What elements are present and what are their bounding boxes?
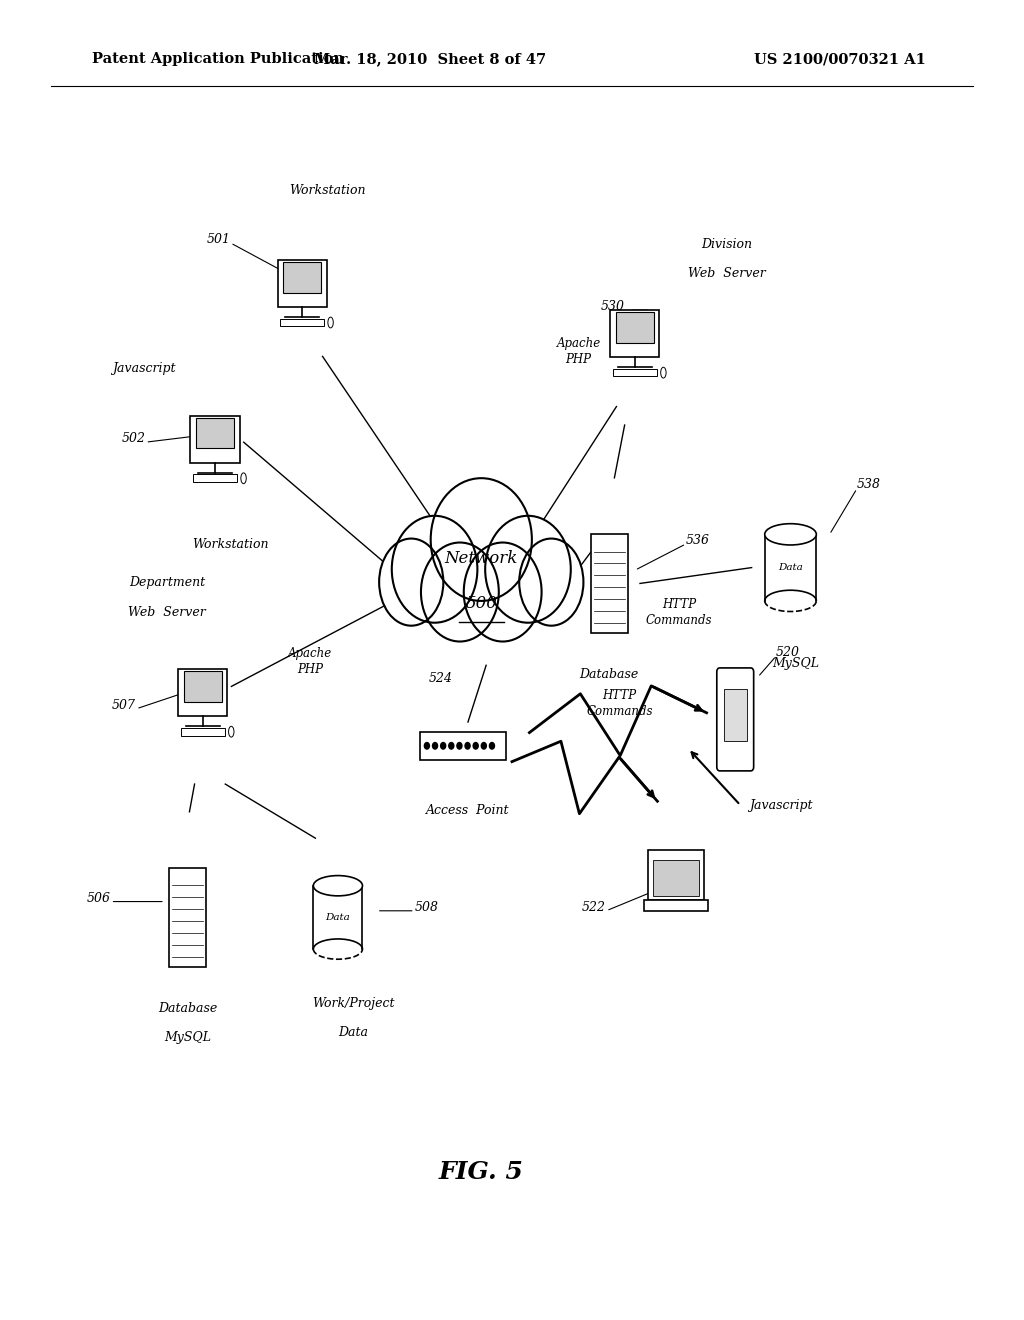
FancyBboxPatch shape (178, 669, 227, 717)
Circle shape (465, 743, 470, 748)
Text: Work/Project: Work/Project (312, 997, 394, 1010)
Circle shape (457, 743, 462, 748)
FancyBboxPatch shape (591, 533, 628, 634)
Text: Web  Server: Web Server (128, 606, 206, 619)
Text: Database: Database (580, 668, 639, 681)
FancyBboxPatch shape (278, 260, 327, 308)
Text: Data: Data (326, 913, 350, 921)
Text: Access  Point: Access Point (426, 804, 510, 817)
Ellipse shape (379, 539, 443, 626)
Text: Mar. 18, 2010  Sheet 8 of 47: Mar. 18, 2010 Sheet 8 of 47 (314, 53, 546, 66)
Bar (313, 886, 362, 949)
Circle shape (432, 743, 437, 748)
Bar (765, 535, 816, 601)
Text: 520: 520 (776, 645, 800, 659)
Circle shape (449, 743, 454, 748)
Text: HTTP
Commands: HTTP Commands (587, 689, 652, 718)
FancyBboxPatch shape (183, 671, 222, 702)
Text: Javascript: Javascript (112, 362, 175, 375)
FancyBboxPatch shape (717, 668, 754, 771)
Text: 538: 538 (857, 478, 881, 491)
Text: US 2100/0070321 A1: US 2100/0070321 A1 (754, 53, 926, 66)
Text: Workstation: Workstation (290, 183, 366, 197)
Text: MySQL: MySQL (772, 656, 819, 669)
Text: 506: 506 (87, 891, 111, 904)
FancyBboxPatch shape (283, 261, 322, 293)
Ellipse shape (431, 478, 531, 601)
FancyBboxPatch shape (190, 416, 240, 463)
FancyBboxPatch shape (610, 310, 659, 358)
FancyBboxPatch shape (169, 867, 206, 968)
Text: MySQL: MySQL (164, 1031, 211, 1044)
Ellipse shape (313, 875, 362, 896)
FancyBboxPatch shape (612, 368, 657, 376)
Text: 524: 524 (428, 672, 453, 685)
Text: FIG. 5: FIG. 5 (439, 1160, 523, 1184)
FancyBboxPatch shape (615, 312, 654, 343)
FancyBboxPatch shape (648, 850, 703, 900)
Circle shape (489, 743, 495, 748)
FancyBboxPatch shape (653, 861, 698, 896)
FancyBboxPatch shape (280, 318, 325, 326)
Text: Apache
PHP: Apache PHP (556, 337, 601, 366)
Circle shape (481, 743, 486, 748)
Text: Database: Database (158, 1002, 217, 1015)
Text: Division: Division (701, 238, 753, 251)
Ellipse shape (660, 367, 666, 378)
FancyBboxPatch shape (196, 417, 234, 449)
Text: Data: Data (338, 1026, 369, 1039)
FancyBboxPatch shape (724, 689, 746, 741)
Circle shape (473, 743, 478, 748)
Text: 536: 536 (686, 533, 710, 546)
Ellipse shape (241, 473, 246, 483)
Text: Patent Application Publication: Patent Application Publication (92, 53, 344, 66)
Ellipse shape (228, 726, 233, 737)
Text: 501: 501 (207, 232, 230, 246)
Ellipse shape (765, 524, 816, 545)
Text: 530: 530 (601, 300, 625, 313)
Text: Web  Server: Web Server (688, 267, 766, 280)
Ellipse shape (485, 516, 570, 623)
Text: 508: 508 (415, 900, 438, 913)
FancyBboxPatch shape (644, 900, 708, 911)
FancyBboxPatch shape (180, 727, 225, 735)
Text: 502: 502 (122, 432, 145, 445)
Text: Department: Department (129, 576, 205, 589)
Circle shape (424, 743, 429, 748)
Text: 507: 507 (113, 698, 136, 711)
Ellipse shape (328, 317, 333, 327)
FancyBboxPatch shape (193, 474, 238, 482)
Text: HTTP
Commands: HTTP Commands (646, 598, 712, 627)
Text: Network: Network (444, 550, 518, 566)
Ellipse shape (519, 539, 584, 626)
Ellipse shape (421, 543, 499, 642)
Circle shape (440, 743, 445, 748)
Text: 500: 500 (465, 595, 498, 611)
Text: Javascript: Javascript (750, 799, 813, 812)
Text: Apache
PHP: Apache PHP (288, 647, 333, 676)
Text: Data: Data (778, 564, 803, 572)
Text: Workstation: Workstation (193, 537, 268, 550)
Ellipse shape (392, 516, 477, 623)
FancyBboxPatch shape (420, 733, 506, 759)
Text: 522: 522 (583, 900, 606, 913)
Ellipse shape (464, 543, 542, 642)
